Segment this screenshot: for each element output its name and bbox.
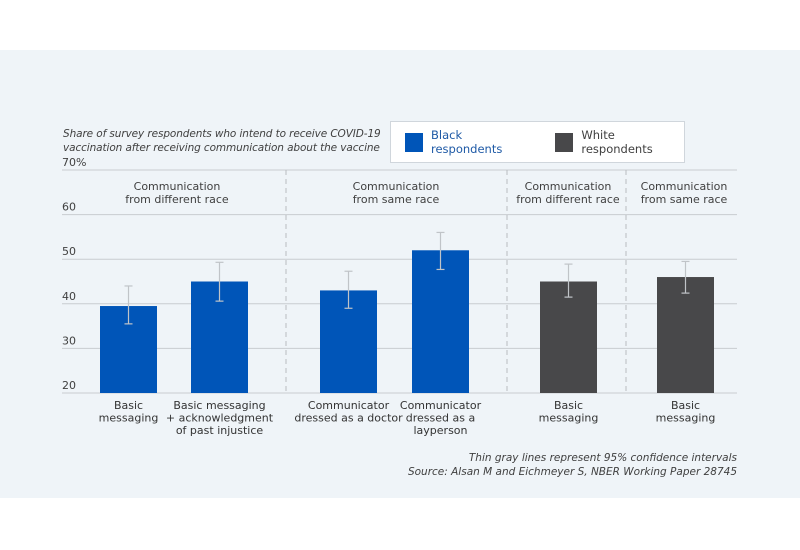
source-footnote: Source: Alsan M and Eichmeyer S, NBER Wo…	[407, 466, 737, 478]
y-tick-label: 20	[62, 379, 76, 392]
legend-swatch-white	[555, 132, 574, 152]
category-label: Basic	[554, 399, 583, 412]
group-label: Communication	[641, 180, 728, 193]
bar	[412, 250, 469, 393]
category-label: Basic messaging	[173, 399, 265, 412]
group-label: from different race	[125, 193, 229, 206]
category-label: Communicator	[400, 399, 482, 412]
group-label: Communication	[353, 180, 440, 193]
category-label: messaging	[99, 412, 159, 425]
legend-swatch-black	[405, 132, 423, 152]
group-label: Communication	[134, 180, 221, 193]
bar	[540, 281, 597, 393]
category-label: Basic	[671, 399, 700, 412]
subtitle-line-1: Share of survey respondents who intend t…	[63, 128, 381, 140]
group-label: from same race	[353, 193, 440, 206]
category-label: Basic	[114, 399, 143, 412]
y-tick-label: 30	[62, 334, 76, 347]
bar	[657, 277, 714, 393]
subtitle-line-2: vaccination after receiving communicatio…	[63, 142, 380, 154]
category-label: dressed as a	[406, 412, 475, 425]
category-label: dressed as a doctor	[294, 412, 403, 425]
legend-label-black: Black respondents	[430, 128, 503, 156]
group-label: Communication	[525, 180, 612, 193]
legend: Black respondents White respondents	[390, 121, 685, 163]
legend-item-white: White respondents	[555, 128, 684, 156]
legend-item-black: Black respondents	[405, 128, 531, 156]
category-label: of past injustice	[176, 424, 264, 437]
category-label: messaging	[656, 412, 716, 425]
y-tick-label: 70%	[62, 156, 86, 169]
group-label: from same race	[641, 193, 728, 206]
ci-footnote: Thin gray lines represent 95% confidence…	[468, 452, 737, 464]
chart-subtitle: Share of survey respondents who intend t…	[63, 127, 393, 155]
category-label: messaging	[539, 412, 599, 425]
category-label: Communicator	[308, 399, 390, 412]
y-tick-label: 60	[62, 201, 76, 214]
y-tick-label: 50	[62, 245, 76, 258]
legend-label-white: White respondents	[581, 128, 653, 156]
category-label: + acknowledgment	[166, 412, 274, 425]
group-label: from different race	[516, 193, 620, 206]
y-tick-label: 40	[62, 290, 76, 303]
category-label: layperson	[413, 424, 467, 437]
